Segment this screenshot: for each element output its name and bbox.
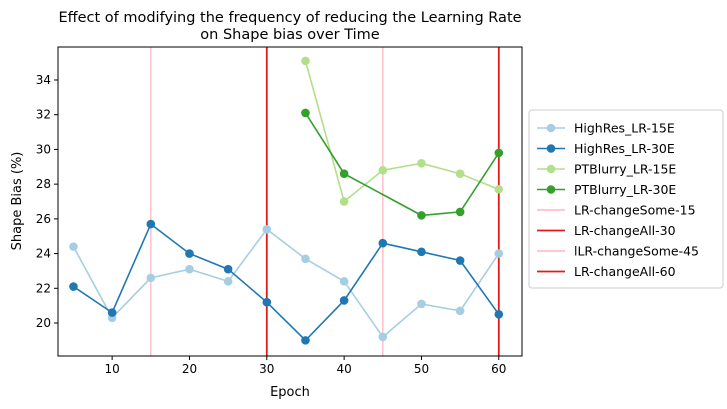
series-3-point — [455, 207, 465, 217]
series-1-point — [223, 264, 233, 274]
series-1-point — [262, 297, 272, 307]
legend-marker-3 — [546, 185, 556, 194]
x-tick-label: 50 — [414, 362, 429, 376]
y-tick-label: 30 — [36, 142, 51, 156]
plot-area: 10 20 30 40 50 60 20 22 24 26 28 30 32 34 — [36, 47, 506, 376]
legend-label-7: LR-changeAll-60 — [574, 264, 676, 279]
series-3-point — [494, 148, 504, 158]
series-0-point — [262, 224, 272, 234]
series-line-2 — [304, 60, 500, 203]
series-1-point — [494, 310, 504, 319]
series-0-point — [339, 277, 349, 286]
series-0-point — [185, 264, 194, 274]
series-0-point — [455, 306, 465, 316]
series-2-point — [455, 169, 465, 179]
y-tick-label: 20 — [36, 316, 51, 330]
x-tick-label: 40 — [336, 362, 351, 376]
axes-frame — [57, 46, 523, 357]
x-tick-label: 20 — [182, 362, 197, 376]
legend-frame — [528, 109, 724, 289]
series-line-0 — [72, 228, 500, 339]
legend-marker-0 — [546, 123, 556, 133]
legend-label-0: HighRes_LR-15E — [574, 121, 675, 136]
series-2-point — [417, 159, 426, 168]
series-1-point — [146, 219, 156, 229]
series-2-point — [301, 56, 310, 66]
x-tick-label: 30 — [259, 362, 274, 376]
series-0-point — [301, 254, 310, 264]
series-1-point — [69, 282, 78, 291]
series-0-point — [494, 249, 504, 258]
series-1-point — [378, 238, 388, 248]
series-3-point — [301, 108, 310, 118]
x-tick-label: 10 — [104, 362, 119, 376]
series-1-point — [339, 296, 349, 305]
legend-label-3: PTBlurry_LR-30E — [574, 182, 676, 197]
series-1-point — [417, 247, 426, 257]
legend-label-4: LR-changeSome-15 — [574, 203, 696, 218]
series-line-1 — [73, 222, 500, 342]
legend: HighRes_LR-15E HighRes_LR-30E PTBlurry_LR-… — [528, 109, 724, 289]
series-1-point — [107, 308, 117, 317]
y-axis-label: Shape Bias (%) — [10, 152, 25, 251]
legend-label-2: PTBlurry_LR-15E — [574, 162, 676, 177]
series-2-point — [494, 185, 504, 194]
series-2-point — [378, 165, 388, 175]
series-1-point — [301, 336, 310, 345]
legend-label-5: LR-changeAll-30 — [574, 223, 676, 238]
chart-title-line2: on Shape bias over Time — [200, 27, 379, 43]
series-1-point — [455, 256, 465, 265]
series-3-point — [417, 211, 426, 220]
series-0-point — [417, 299, 426, 309]
series-0-point — [69, 242, 78, 251]
series-3-point — [339, 169, 349, 179]
y-tick-label: 22 — [36, 281, 51, 295]
series-0-point — [223, 277, 233, 286]
chart-title-line1: Effect of modifying the frequency of red… — [58, 10, 521, 26]
legend-label-6: lLR-changeSome-45 — [574, 244, 699, 259]
x-axis-label: Epoch — [270, 385, 310, 400]
series-1-point — [185, 249, 194, 258]
series-0-point — [146, 273, 156, 283]
y-tick-label: 26 — [36, 212, 51, 226]
x-tick-label: 60 — [491, 362, 506, 376]
series-2-point — [339, 197, 349, 206]
y-tick-label: 28 — [36, 177, 51, 191]
y-tick-label: 34 — [36, 73, 51, 87]
series-0-point — [378, 332, 388, 342]
legend-marker-2 — [546, 164, 556, 174]
legend-label-1: HighRes_LR-30E — [574, 141, 675, 156]
y-tick-label: 24 — [36, 247, 51, 261]
legend-marker-1 — [546, 144, 556, 153]
y-tick-label: 32 — [36, 108, 51, 122]
